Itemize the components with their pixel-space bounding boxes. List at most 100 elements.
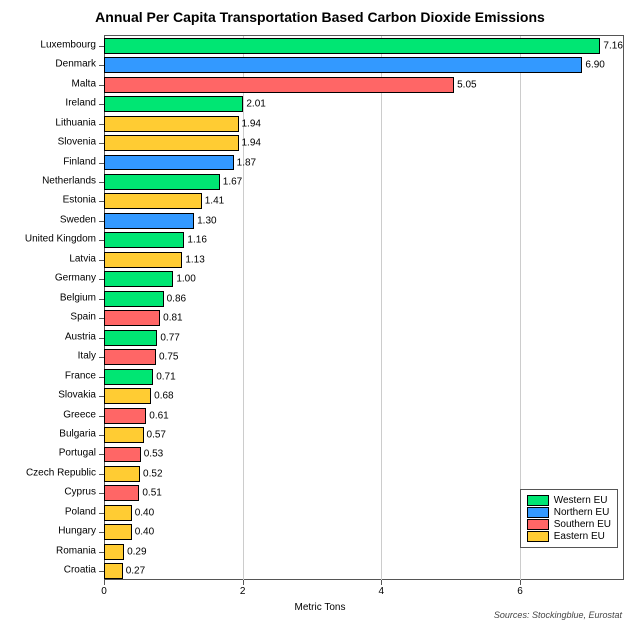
bar: 0.75 [104,349,156,365]
bar: 0.27 [104,563,123,579]
country-label: Estonia [0,195,96,206]
bar-value-label: 1.16 [183,235,206,246]
bar-value-label: 0.40 [131,507,154,518]
bar-value-label: 0.40 [131,527,154,538]
bar-value-label: 0.71 [152,371,175,382]
bar-value-label: 0.51 [138,488,161,499]
bar-row: 0.53 [104,447,623,463]
country-label: France [0,370,96,381]
bar-value-label: 1.94 [238,138,261,149]
country-label: Finland [0,156,96,167]
country-label: Romania [0,545,96,556]
x-tick [381,580,382,585]
legend-item: Southern EU [527,519,611,530]
bar: 0.61 [104,408,146,424]
bar-value-label: 1.87 [233,157,256,168]
bar: 0.68 [104,388,151,404]
bar: 1.30 [104,213,194,229]
legend-label: Eastern EU [554,531,605,542]
legend: Western EUNorthern EUSouthern EUEastern … [520,489,618,548]
bar-row: 0.81 [104,310,623,326]
bar: 0.53 [104,447,141,463]
bar: 0.71 [104,369,153,385]
country-label: Sweden [0,214,96,225]
bar-value-label: 0.27 [122,566,145,577]
country-label: Poland [0,506,96,517]
legend-swatch [527,519,549,530]
legend-item: Western EU [527,495,611,506]
bar-row: 1.94 [104,135,623,151]
country-label: Croatia [0,565,96,576]
sources-citation: Sources: Stockingblue, Eurostat [494,610,622,620]
bar-value-label: 0.53 [140,449,163,460]
bar-value-label: 0.68 [150,391,173,402]
bar-row: 0.61 [104,408,623,424]
legend-swatch [527,531,549,542]
country-label: Czech Republic [0,467,96,478]
country-label: Denmark [0,59,96,70]
bar-row: 1.87 [104,155,623,171]
bar: 0.40 [104,505,132,521]
bar: 1.16 [104,232,184,248]
legend-swatch [527,507,549,518]
country-label: Ireland [0,98,96,109]
bar-row: 5.05 [104,77,623,93]
bar-row: 1.94 [104,116,623,132]
bar-row: 0.75 [104,349,623,365]
country-label: Austria [0,331,96,342]
bar: 1.87 [104,155,234,171]
bar: 0.52 [104,466,140,482]
country-label: Lithuania [0,117,96,128]
legend-item: Northern EU [527,507,611,518]
country-label: United Kingdom [0,234,96,245]
x-tick-label: 4 [379,586,385,597]
bar-value-label: 1.67 [219,176,242,187]
bar: 2.01 [104,96,243,112]
bar: 0.86 [104,291,164,307]
bar-row: 2.01 [104,96,623,112]
x-tick [243,580,244,585]
bar-value-label: 0.61 [145,410,168,421]
bar: 1.94 [104,116,239,132]
country-label: Bulgaria [0,429,96,440]
bar: 1.13 [104,252,182,268]
chart-title: Annual Per Capita Transportation Based C… [0,9,640,25]
bar-row: 1.41 [104,193,623,209]
bar-value-label: 1.41 [201,196,224,207]
legend-swatch [527,495,549,506]
bar-value-label: 1.94 [238,118,261,129]
country-label: Italy [0,351,96,362]
country-label: Hungary [0,526,96,537]
legend-label: Southern EU [554,519,611,530]
country-label: Slovenia [0,137,96,148]
bar-row: 1.30 [104,213,623,229]
bar: 1.41 [104,193,202,209]
bar-row: 0.52 [104,466,623,482]
bar-value-label: 0.86 [163,293,186,304]
country-label: Germany [0,273,96,284]
bar-row: 1.13 [104,252,623,268]
country-label: Netherlands [0,175,96,186]
bar-value-label: 1.00 [172,274,195,285]
country-label: Cyprus [0,487,96,498]
bar-value-label: 0.75 [155,352,178,363]
legend-label: Northern EU [554,507,610,518]
bar: 6.90 [104,57,582,73]
bar-row: 0.86 [104,291,623,307]
bar-value-label: 1.30 [193,215,216,226]
bar-row: 1.16 [104,232,623,248]
bar: 1.94 [104,135,239,151]
bar-value-label: 0.57 [143,430,166,441]
bar-row: 0.68 [104,388,623,404]
bar-value-label: 0.29 [123,546,146,557]
bar-row: 7.16 [104,38,623,54]
bar-value-label: 0.52 [139,468,162,479]
bar-row: 6.90 [104,57,623,73]
legend-item: Eastern EU [527,531,611,542]
bar-row: 0.77 [104,330,623,346]
country-label: Luxembourg [0,39,96,50]
country-label: Greece [0,409,96,420]
bar-value-label: 1.13 [181,254,204,265]
x-tick [520,580,521,585]
country-label: Slovakia [0,390,96,401]
